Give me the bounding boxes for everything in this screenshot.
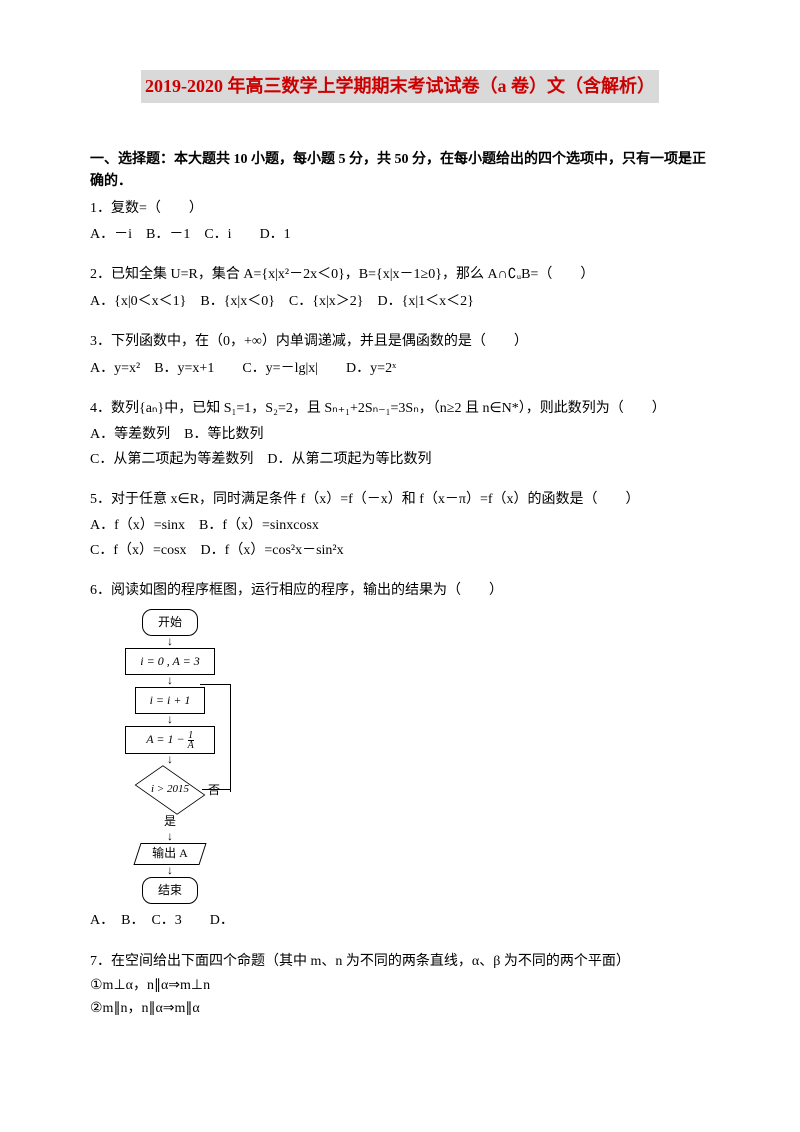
q2-options: A．{x|0＜x＜1} B．{x|x＜0} C．{x|x＞2} D．{x|1＜x… xyxy=(90,291,710,313)
q5-opts-line2: C．f（x）=cosx D．f（x）=cos²x－sin²x xyxy=(90,540,710,562)
q2-text: 2．已知全集 U=R，集合 A={x|x²－2x＜0}，B={x|x－1≥0}，… xyxy=(90,264,710,286)
fc-arrow-icon: ↓ xyxy=(165,831,175,843)
q1-options: A．－i B．－1 C．i D．1 xyxy=(90,224,710,246)
q4-options: A．等差数列 B．等比数列 C．从第二项起为等差数列 D．从第二项起为等比数列 xyxy=(90,424,710,471)
q5-text: 5．对于任意 x∈R，同时满足条件 f（x）=f（－x）和 f（x－π）=f（x… xyxy=(90,489,710,511)
q6-text: 6．阅读如图的程序框图，运行相应的程序，输出的结果为（ ） xyxy=(90,580,710,602)
question-5: 5．对于任意 x∈R，同时满足条件 f（x）=f（－x）和 f（x－π）=f（x… xyxy=(90,489,710,511)
fc-output: 输出 A xyxy=(133,843,206,865)
flowchart: 开始 ↓ i = 0 , A = 3 ↓ i = i + 1 ↓ A = 1 −… xyxy=(110,609,230,905)
q3-text: 3．下列函数中，在（0，+∞）内单调递减，并且是偶函数的是（ ） xyxy=(90,331,710,353)
fc-loop-line xyxy=(230,684,231,792)
fc-step1: i = i + 1 xyxy=(135,687,205,714)
question-1: 1．复数=（ ） xyxy=(90,198,710,220)
fc-arrow-icon: ↓ xyxy=(165,754,175,766)
question-6: 6．阅读如图的程序框图，运行相应的程序，输出的结果为（ ） xyxy=(90,580,710,602)
fc-init: i = 0 , A = 3 xyxy=(125,648,215,675)
fc-loop-line xyxy=(200,684,230,685)
page-title: 2019-2020 年高三数学上学期期末考试试卷（a 卷）文（含解析） xyxy=(141,70,659,103)
fc-step2: A = 1 − 1A xyxy=(125,726,215,754)
q6-options: A． B． C．3 D． xyxy=(90,910,710,932)
question-3: 3．下列函数中，在（0，+∞）内单调递减，并且是偶函数的是（ ） xyxy=(90,331,710,353)
q4-opts-line2: C．从第二项起为等差数列 D．从第二项起为等比数列 xyxy=(90,449,710,471)
q7-text: 7．在空间给出下面四个命题（其中 m、n 为不同的两条直线，α、β 为不同的两个… xyxy=(90,951,710,973)
q7-line1: ①m⊥α，n∥α⇒m⊥n xyxy=(90,975,710,997)
fc-arrow-icon: ↓ xyxy=(165,865,175,877)
question-2: 2．已知全集 U=R，集合 A={x|x²－2x＜0}，B={x|x－1≥0}，… xyxy=(90,264,710,286)
fc-arrow-icon: ↓ xyxy=(165,714,175,726)
q5-opts-line1: A．f（x）=sinx B．f（x）=sinxcosx xyxy=(90,515,710,537)
q4-opts-line1: A．等差数列 B．等比数列 xyxy=(90,424,710,446)
question-4: 4．数列{aₙ}中，已知 S₁=1，S₂=2，且 Sₙ₊₁+2Sₙ₋₁=3Sₙ，… xyxy=(90,398,710,420)
q7-line2: ②m∥n，n∥α⇒m∥α xyxy=(90,998,710,1020)
fc-no-label: 否 xyxy=(208,781,220,800)
fc-arrow-icon: ↓ xyxy=(165,636,175,648)
section-header: 一、选择题：本大题共 10 小题，每小题 5 分，共 50 分，在每小题给出的四… xyxy=(90,149,710,194)
fc-arrow-icon: ↓ xyxy=(165,675,175,687)
fc-decision: i > 2015 否 xyxy=(110,766,230,814)
fc-end: 结束 xyxy=(142,877,198,904)
q3-options: A．y=x² B．y=x+1 C．y=－lg|x| D．y=2ˣ xyxy=(90,358,710,380)
q1-text: 1．复数=（ ） xyxy=(90,198,710,220)
question-7: 7．在空间给出下面四个命题（其中 m、n 为不同的两条直线，α、β 为不同的两个… xyxy=(90,951,710,1020)
fc-start: 开始 xyxy=(142,609,198,636)
fc-loop-line xyxy=(202,789,230,790)
q4-text: 4．数列{aₙ}中，已知 S₁=1，S₂=2，且 Sₙ₊₁+2Sₙ₋₁=3Sₙ，… xyxy=(90,398,710,420)
q5-options: A．f（x）=sinx B．f（x）=sinxcosx C．f（x）=cosx … xyxy=(90,515,710,562)
